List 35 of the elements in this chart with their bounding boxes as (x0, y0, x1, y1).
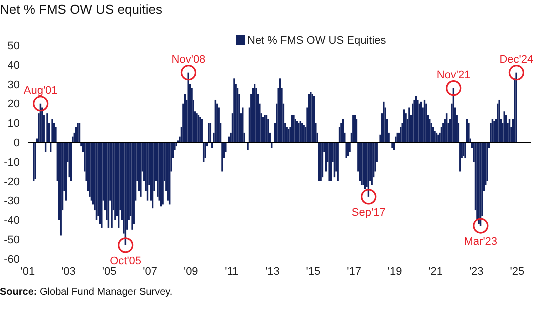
x-tick-label: '21 (428, 266, 444, 278)
source-note: Source: Global Fund Manager Survey. (0, 287, 173, 298)
annotation: Nov'08 (172, 54, 206, 66)
x-tick-label: '19 (388, 266, 402, 278)
x-tick-label: '23 (469, 266, 484, 278)
x-tick-label: '01 (20, 266, 36, 278)
y-tick-label: -30 (4, 196, 20, 208)
legend-label: Net % FMS OW US Equities (248, 35, 387, 47)
y-tick-label: -40 (4, 215, 20, 228)
y-tick-label: 40 (8, 60, 20, 72)
x-tick-label: '25 (510, 266, 525, 278)
annotation: Oct'05 (110, 255, 142, 268)
y-tick-label: 10 (8, 118, 20, 130)
x-tick-label: '13 (266, 266, 280, 278)
x-tick-label: '07 (143, 266, 158, 278)
annotation: Dec'24 (500, 54, 533, 66)
y-tick-label: 20 (8, 98, 20, 111)
x-tick-label: '17 (347, 266, 362, 278)
y-tick-label: 0 (14, 138, 20, 150)
x-tick-label: '03 (62, 266, 76, 278)
y-tick-label: 50 (8, 40, 20, 53)
annotation: Aug'01 (24, 84, 58, 97)
x-tick-label: '05 (102, 266, 117, 278)
x-tick-label: '15 (306, 266, 321, 278)
annotation: Nov'21 (436, 69, 471, 82)
x-tick-label: '09 (184, 266, 198, 278)
y-tick-label: -20 (4, 176, 20, 188)
y-tick-label: 30 (8, 79, 20, 92)
y-tick-label: -60 (4, 254, 20, 266)
chart-title: Net % FMS OW US equities (0, 2, 164, 17)
annotation: Sep'17 (352, 206, 386, 219)
annotation: Mar'23 (464, 236, 498, 248)
y-tick-label: -50 (4, 234, 20, 246)
x-tick-label: '11 (225, 266, 239, 278)
y-tick-label: -10 (4, 156, 20, 169)
